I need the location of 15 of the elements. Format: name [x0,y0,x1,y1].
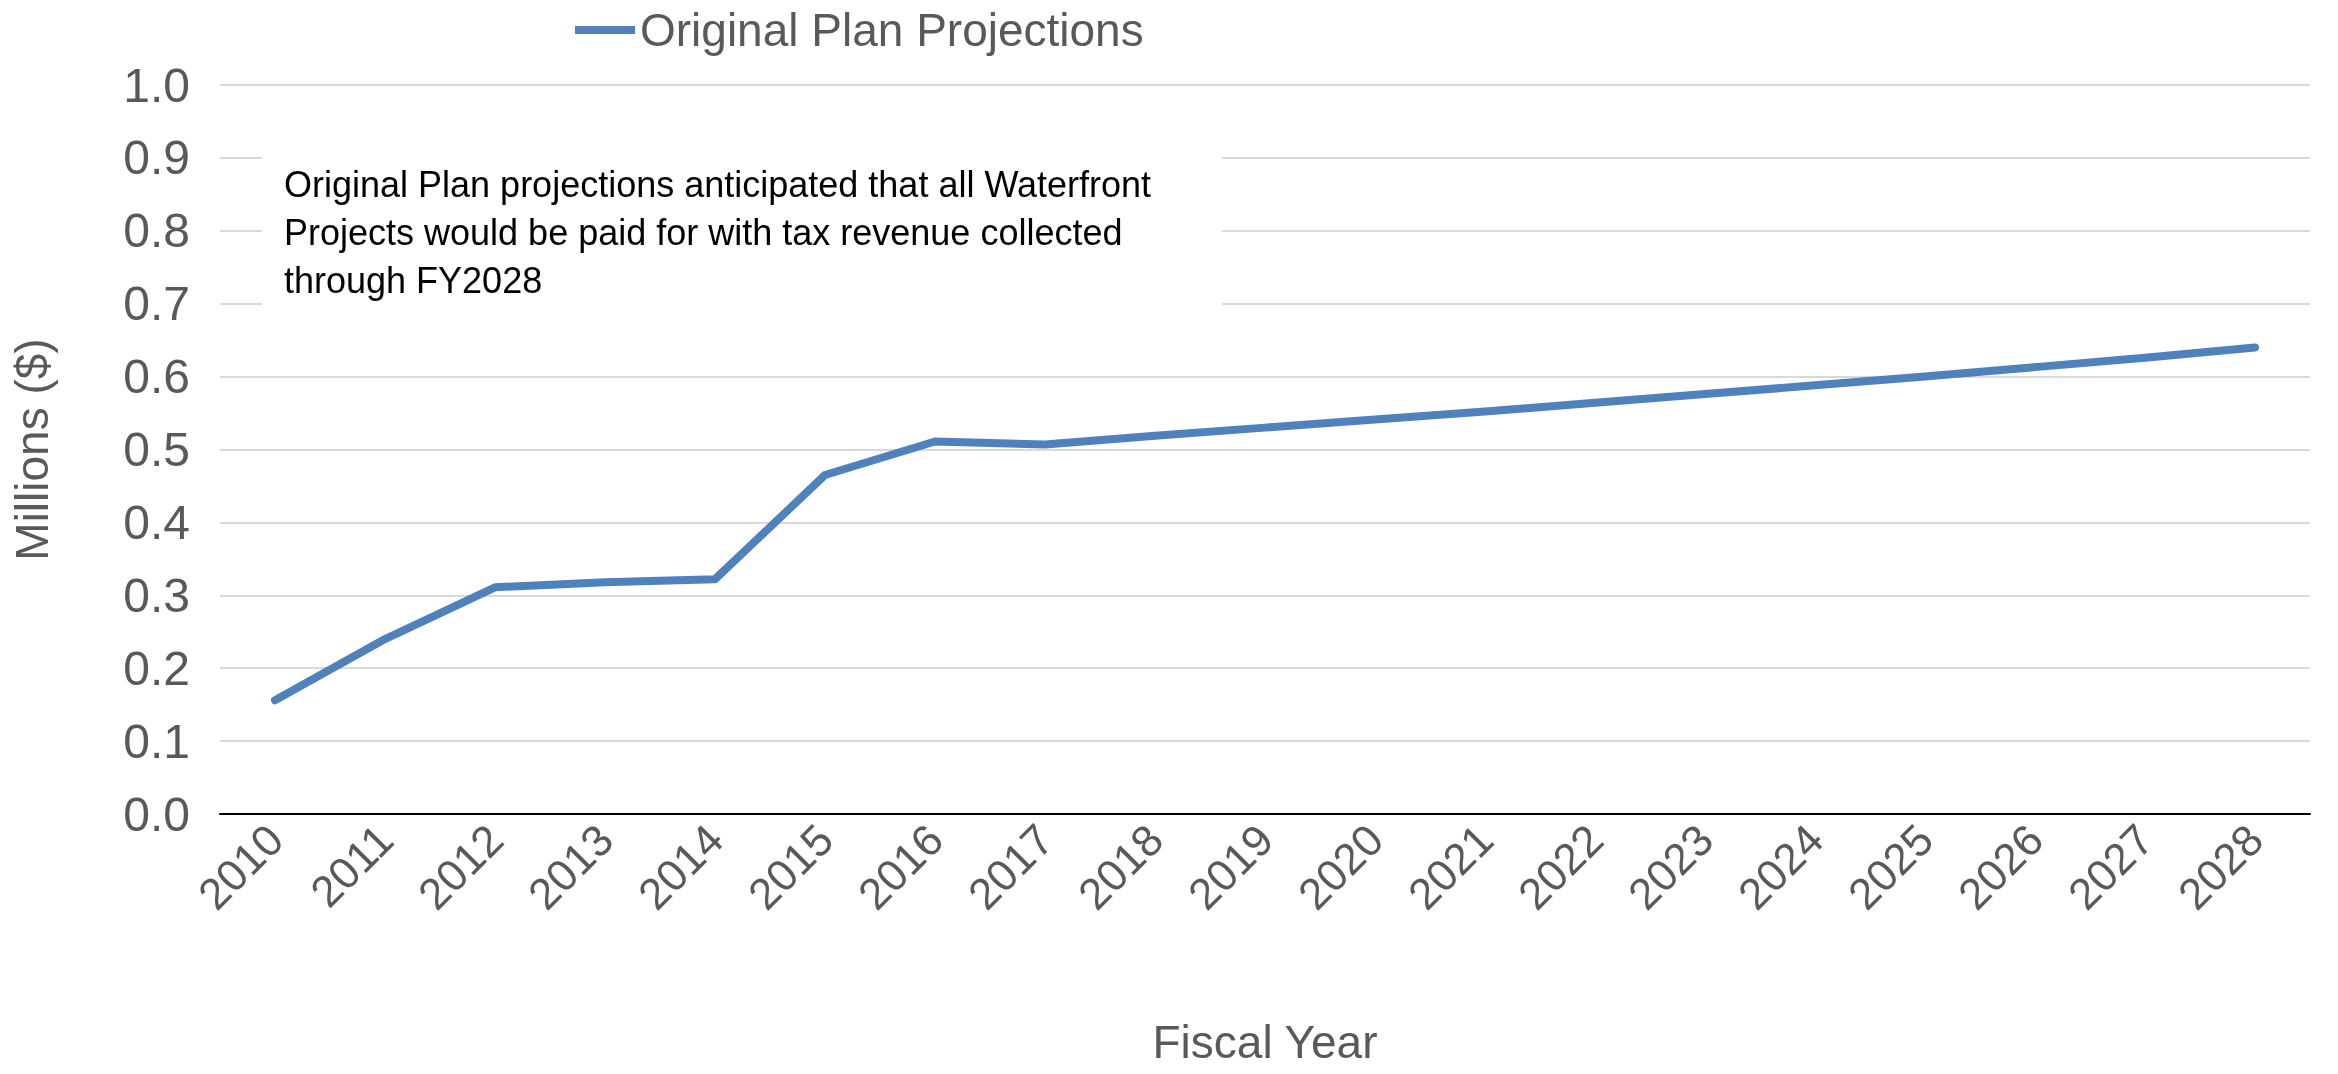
x-axis-title: Fiscal Year [1152,1016,1378,1068]
y-tick-label: 0.9 [123,131,190,185]
y-tick-label: 0.6 [123,350,190,404]
legend-label: Original Plan Projections [640,4,1144,56]
y-tick-label: 0.4 [123,495,190,549]
annotation: Original Plan projections anticipated that all Waterfront Projects would be paid for with tax revenue collected through FY2028 [284,163,1162,301]
y-tick-label: 0.5 [123,423,190,476]
y-axis-title: Millions ($) [6,338,58,561]
y-tick-label: 0.1 [123,714,190,768]
y-tick-label: 0.3 [123,568,190,622]
y-tick-label: 1.0 [123,58,190,112]
y-tick-label: 0.8 [123,204,190,258]
y-tick-label: 0.2 [123,641,190,695]
y-tick-label: 0.7 [123,277,190,331]
y-tick-label: 0.0 [123,787,190,841]
